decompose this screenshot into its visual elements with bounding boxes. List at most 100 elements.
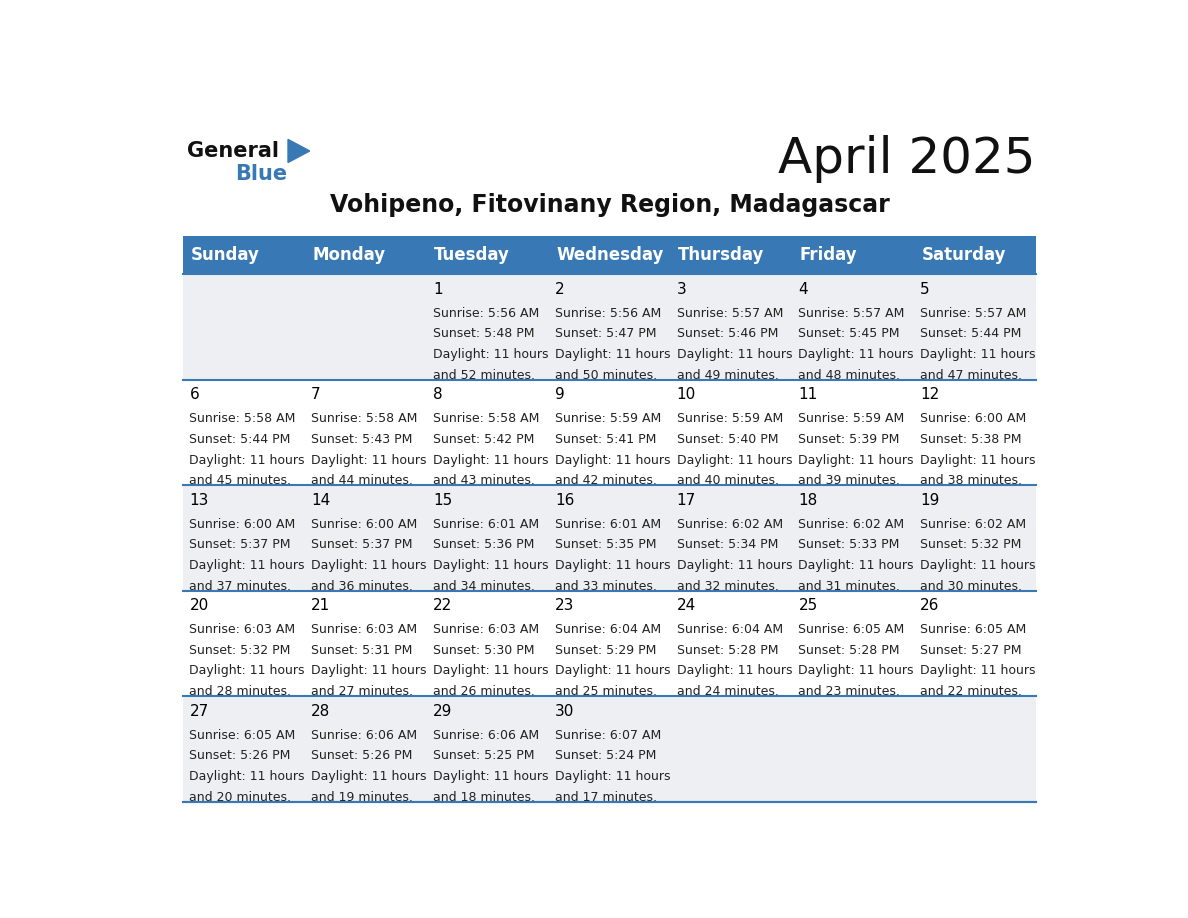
Text: Sunset: 5:46 PM: Sunset: 5:46 PM xyxy=(677,328,778,341)
Text: Daylight: 11 hours: Daylight: 11 hours xyxy=(921,665,1036,677)
Text: Sunrise: 6:00 AM: Sunrise: 6:00 AM xyxy=(311,518,417,531)
Text: Vohipeno, Fitovinany Region, Madagascar: Vohipeno, Fitovinany Region, Madagascar xyxy=(330,193,890,217)
Text: Daylight: 11 hours: Daylight: 11 hours xyxy=(555,453,670,466)
Text: Sunset: 5:45 PM: Sunset: 5:45 PM xyxy=(798,328,899,341)
Text: and 48 minutes.: and 48 minutes. xyxy=(798,369,901,382)
Text: Sunset: 5:42 PM: Sunset: 5:42 PM xyxy=(434,433,535,446)
Text: Sunset: 5:29 PM: Sunset: 5:29 PM xyxy=(555,644,656,657)
Text: Daylight: 11 hours: Daylight: 11 hours xyxy=(434,348,549,361)
Text: Daylight: 11 hours: Daylight: 11 hours xyxy=(189,770,305,783)
Text: Daylight: 11 hours: Daylight: 11 hours xyxy=(311,453,426,466)
Text: Daylight: 11 hours: Daylight: 11 hours xyxy=(311,665,426,677)
Text: 17: 17 xyxy=(677,493,696,508)
Text: Daylight: 11 hours: Daylight: 11 hours xyxy=(434,559,549,572)
Text: Sunset: 5:40 PM: Sunset: 5:40 PM xyxy=(677,433,778,446)
Text: Sunrise: 6:03 AM: Sunrise: 6:03 AM xyxy=(434,623,539,636)
Bar xyxy=(183,380,1036,485)
Text: and 34 minutes.: and 34 minutes. xyxy=(434,579,535,592)
Text: and 30 minutes.: and 30 minutes. xyxy=(921,579,1022,592)
Text: Sunset: 5:26 PM: Sunset: 5:26 PM xyxy=(189,749,291,763)
Text: Sunset: 5:41 PM: Sunset: 5:41 PM xyxy=(555,433,656,446)
Text: 10: 10 xyxy=(677,387,696,402)
Text: Sunrise: 6:06 AM: Sunrise: 6:06 AM xyxy=(311,729,417,742)
Text: 20: 20 xyxy=(189,598,209,613)
Text: Sunset: 5:30 PM: Sunset: 5:30 PM xyxy=(434,644,535,657)
Text: Daylight: 11 hours: Daylight: 11 hours xyxy=(677,559,792,572)
Text: Sunset: 5:28 PM: Sunset: 5:28 PM xyxy=(677,644,778,657)
Text: Sunset: 5:48 PM: Sunset: 5:48 PM xyxy=(434,328,535,341)
Text: Sunset: 5:24 PM: Sunset: 5:24 PM xyxy=(555,749,656,763)
Text: Daylight: 11 hours: Daylight: 11 hours xyxy=(677,665,792,677)
Text: 29: 29 xyxy=(434,703,453,719)
Text: Sunset: 5:44 PM: Sunset: 5:44 PM xyxy=(189,433,291,446)
Text: and 22 minutes.: and 22 minutes. xyxy=(921,685,1022,698)
Text: Sunset: 5:38 PM: Sunset: 5:38 PM xyxy=(921,433,1022,446)
Text: Daylight: 11 hours: Daylight: 11 hours xyxy=(311,559,426,572)
Text: Sunset: 5:37 PM: Sunset: 5:37 PM xyxy=(311,539,412,552)
Text: 14: 14 xyxy=(311,493,330,508)
Text: Sunset: 5:43 PM: Sunset: 5:43 PM xyxy=(311,433,412,446)
Text: and 25 minutes.: and 25 minutes. xyxy=(555,685,657,698)
Text: Daylight: 11 hours: Daylight: 11 hours xyxy=(555,770,670,783)
Text: Sunrise: 5:57 AM: Sunrise: 5:57 AM xyxy=(677,307,783,319)
Text: and 36 minutes.: and 36 minutes. xyxy=(311,579,413,592)
Text: Daylight: 11 hours: Daylight: 11 hours xyxy=(189,665,305,677)
Text: Sunrise: 6:01 AM: Sunrise: 6:01 AM xyxy=(434,518,539,531)
Text: Sunrise: 5:57 AM: Sunrise: 5:57 AM xyxy=(921,307,1026,319)
Text: Thursday: Thursday xyxy=(678,246,764,263)
Text: Sunset: 5:28 PM: Sunset: 5:28 PM xyxy=(798,644,899,657)
Text: Sunrise: 5:59 AM: Sunrise: 5:59 AM xyxy=(677,412,783,425)
Text: Sunrise: 6:04 AM: Sunrise: 6:04 AM xyxy=(677,623,783,636)
Text: 6: 6 xyxy=(189,387,200,402)
Text: Daylight: 11 hours: Daylight: 11 hours xyxy=(798,453,914,466)
Text: 23: 23 xyxy=(555,598,574,613)
Text: and 37 minutes.: and 37 minutes. xyxy=(189,579,291,592)
Text: Daylight: 11 hours: Daylight: 11 hours xyxy=(798,665,914,677)
Text: and 19 minutes.: and 19 minutes. xyxy=(311,790,413,803)
Text: and 39 minutes.: and 39 minutes. xyxy=(798,474,901,487)
Text: Sunrise: 6:02 AM: Sunrise: 6:02 AM xyxy=(677,518,783,531)
Text: and 24 minutes.: and 24 minutes. xyxy=(677,685,778,698)
Text: Sunset: 5:36 PM: Sunset: 5:36 PM xyxy=(434,539,535,552)
Text: 8: 8 xyxy=(434,387,443,402)
Text: Friday: Friday xyxy=(800,246,858,263)
Text: Sunrise: 5:58 AM: Sunrise: 5:58 AM xyxy=(311,412,418,425)
Text: 28: 28 xyxy=(311,703,330,719)
Text: Tuesday: Tuesday xyxy=(435,246,510,263)
Text: 5: 5 xyxy=(921,282,930,297)
Text: Daylight: 11 hours: Daylight: 11 hours xyxy=(434,770,549,783)
Text: Sunset: 5:35 PM: Sunset: 5:35 PM xyxy=(555,539,656,552)
Text: Daylight: 11 hours: Daylight: 11 hours xyxy=(798,559,914,572)
Text: Sunset: 5:33 PM: Sunset: 5:33 PM xyxy=(798,539,899,552)
Text: Daylight: 11 hours: Daylight: 11 hours xyxy=(434,665,549,677)
Text: 3: 3 xyxy=(677,282,687,297)
Text: Daylight: 11 hours: Daylight: 11 hours xyxy=(921,559,1036,572)
Text: 4: 4 xyxy=(798,282,808,297)
Text: Daylight: 11 hours: Daylight: 11 hours xyxy=(189,559,305,572)
Text: Sunset: 5:47 PM: Sunset: 5:47 PM xyxy=(555,328,656,341)
Text: Sunrise: 6:04 AM: Sunrise: 6:04 AM xyxy=(555,623,661,636)
Text: and 50 minutes.: and 50 minutes. xyxy=(555,369,657,382)
Text: Sunrise: 5:56 AM: Sunrise: 5:56 AM xyxy=(555,307,661,319)
Text: Daylight: 11 hours: Daylight: 11 hours xyxy=(921,348,1036,361)
Text: Wednesday: Wednesday xyxy=(556,246,663,263)
Text: Daylight: 11 hours: Daylight: 11 hours xyxy=(555,559,670,572)
Text: Daylight: 11 hours: Daylight: 11 hours xyxy=(311,770,426,783)
Text: and 27 minutes.: and 27 minutes. xyxy=(311,685,413,698)
Text: Daylight: 11 hours: Daylight: 11 hours xyxy=(677,453,792,466)
Text: and 52 minutes.: and 52 minutes. xyxy=(434,369,535,382)
Text: and 47 minutes.: and 47 minutes. xyxy=(921,369,1022,382)
Text: Sunrise: 5:57 AM: Sunrise: 5:57 AM xyxy=(798,307,905,319)
Text: 16: 16 xyxy=(555,493,574,508)
Text: Sunrise: 5:56 AM: Sunrise: 5:56 AM xyxy=(434,307,539,319)
Text: and 38 minutes.: and 38 minutes. xyxy=(921,474,1022,487)
Text: Sunrise: 6:02 AM: Sunrise: 6:02 AM xyxy=(921,518,1026,531)
Bar xyxy=(183,590,1036,696)
Text: April 2025: April 2025 xyxy=(778,135,1036,183)
Text: Sunrise: 6:05 AM: Sunrise: 6:05 AM xyxy=(921,623,1026,636)
Text: Sunrise: 6:06 AM: Sunrise: 6:06 AM xyxy=(434,729,539,742)
Text: Saturday: Saturday xyxy=(922,246,1006,263)
Text: Sunset: 5:27 PM: Sunset: 5:27 PM xyxy=(921,644,1022,657)
Text: Daylight: 11 hours: Daylight: 11 hours xyxy=(555,665,670,677)
Text: General: General xyxy=(188,141,279,161)
